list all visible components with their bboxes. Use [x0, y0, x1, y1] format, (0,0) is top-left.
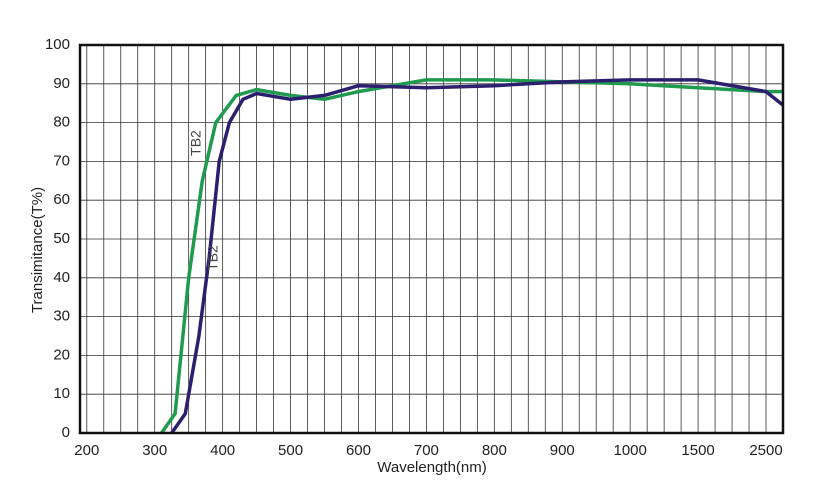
- y-tick-label: 90: [53, 75, 70, 92]
- x-tick-label: 600: [346, 442, 371, 459]
- y-tick-label: 10: [53, 385, 70, 402]
- y-axis-title: Transimitance(T%): [29, 187, 46, 313]
- y-tick-label: 0: [62, 424, 70, 441]
- x-tick-label: 800: [482, 442, 507, 459]
- series-label: TB2: [188, 130, 204, 156]
- x-tick-label: 300: [142, 442, 167, 459]
- y-tick-label: 50: [53, 230, 70, 247]
- x-tick-label: 500: [278, 442, 303, 459]
- x-tick-label: 2500: [749, 442, 782, 459]
- x-tick-label: 700: [414, 442, 439, 459]
- x-tick-label: 200: [74, 442, 99, 459]
- series-line: [160, 78, 783, 435]
- x-tick-label: 900: [550, 442, 575, 459]
- x-tick-label: 400: [210, 442, 235, 459]
- y-tick-label: 80: [53, 114, 70, 131]
- y-tick-label: 30: [53, 308, 70, 325]
- y-tick-label: 60: [53, 191, 70, 208]
- x-tick-label: 1500: [681, 442, 714, 459]
- x-axis-title: Wavelength(nm): [377, 459, 486, 476]
- y-tick-label: 40: [53, 269, 70, 286]
- x-tick-label: 1000: [613, 442, 646, 459]
- series-line: [170, 78, 785, 435]
- plot-frame: [78, 43, 785, 435]
- y-tick-label: 100: [45, 36, 70, 53]
- y-tick-label: 70: [53, 152, 70, 169]
- y-tick-label: 20: [53, 346, 70, 363]
- series-label: TB2: [205, 245, 221, 271]
